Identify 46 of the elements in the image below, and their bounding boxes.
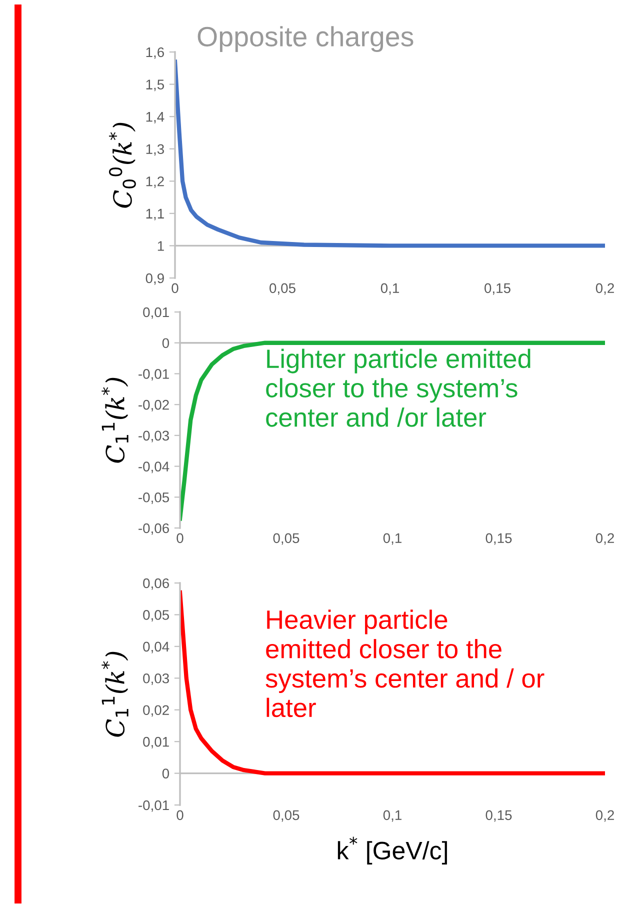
y-tick-label: 1,3: [146, 144, 164, 156]
x-tick-label: 0,2: [596, 810, 614, 822]
y-tick-label: 0,01: [143, 307, 169, 319]
y-tick-label: 1,1: [146, 208, 164, 220]
annotation: Heavier particle emitted closer to the system’s center and / or later: [266, 610, 544, 718]
chart-title: Opposite charges: [198, 26, 414, 52]
x-tick-label: 0,2: [596, 283, 614, 295]
y-axis-title: C$_{1}$$^{1}$(k$^{*}$): [102, 378, 128, 463]
y-tick-label: 0,03: [143, 673, 169, 685]
y-tick-label: 0,9: [146, 273, 164, 285]
y-tick-label: 1,2: [146, 176, 164, 188]
y-axis-title: C$_{0}$$^{0}$(k$^{*}$): [108, 122, 136, 208]
x-axis-title: k$^{*}$ [GeV/c]: [338, 836, 447, 864]
x-tick-label: 0,05: [273, 810, 300, 822]
y-tick-label: 0,06: [143, 578, 169, 590]
x-tick-label: 0: [172, 283, 178, 294]
y-tick-label: 0,02: [143, 705, 169, 717]
y-tick-label: 1: [158, 241, 164, 251]
x-tick-label: 0,05: [273, 533, 300, 545]
y-tick-label: 1,6: [146, 47, 164, 59]
y-tick-label: -0,01: [138, 369, 169, 381]
y-tick-label: -0,02: [138, 400, 169, 412]
x-tick-label: 0,15: [484, 283, 510, 295]
x-tick-label: 0,15: [486, 533, 512, 545]
x-tick-label: 0: [176, 810, 184, 820]
y-tick-label: 0: [162, 768, 170, 778]
y-tick-label: -0,06: [138, 523, 169, 535]
y-tick-label: 0,04: [143, 642, 170, 654]
x-tick-label: 0,15: [486, 810, 512, 822]
annotation: Lighter particle emitted closer to the system’s center and /or later: [266, 348, 530, 427]
x-tick-label: 0: [176, 533, 184, 544]
y-tick-label: 0,05: [143, 610, 170, 622]
x-tick-label: 0,1: [383, 533, 402, 545]
y-tick-label: 0,01: [143, 736, 169, 748]
y-tick-label: -0,01: [138, 800, 169, 812]
y-tick-label: 1,5: [146, 80, 164, 92]
y-tick-label: -0,05: [138, 492, 170, 504]
y-tick-label: 1,4: [146, 112, 164, 124]
x-tick-label: 0,05: [270, 283, 296, 295]
x-tick-label: 0,1: [380, 283, 399, 295]
y-tick-label: 0: [162, 338, 170, 348]
y-tick-label: -0,03: [138, 430, 169, 442]
y-axis-title: C$_{1}$$^{1}$(k$^{*}$): [102, 652, 128, 737]
x-tick-label: 0,2: [596, 533, 614, 545]
y-tick-label: -0,04: [138, 462, 170, 474]
x-tick-label: 0,1: [383, 810, 402, 822]
